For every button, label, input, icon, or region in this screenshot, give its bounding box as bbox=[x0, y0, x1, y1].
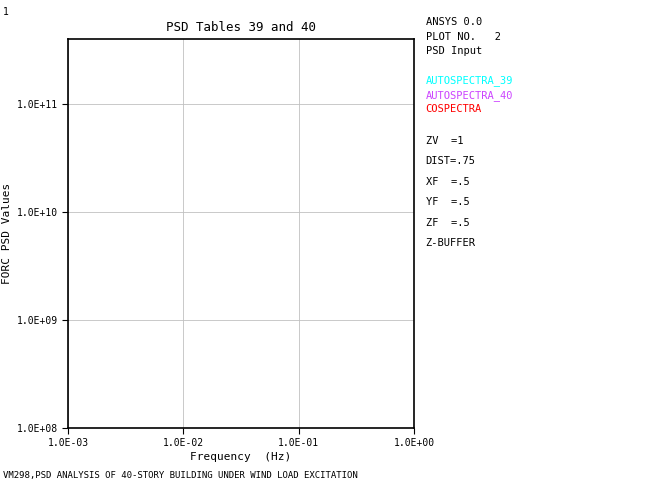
Text: YF  =.5: YF =.5 bbox=[426, 197, 470, 208]
Text: AUTOSPECTRA_39: AUTOSPECTRA_39 bbox=[426, 75, 513, 86]
Y-axis label: FORC PSD Values: FORC PSD Values bbox=[2, 183, 12, 284]
Text: ANSYS 0.0: ANSYS 0.0 bbox=[426, 17, 482, 27]
Title: PSD Tables 39 and 40: PSD Tables 39 and 40 bbox=[166, 20, 316, 34]
Text: XF  =.5: XF =.5 bbox=[426, 177, 470, 187]
Text: ZF  =.5: ZF =.5 bbox=[426, 218, 470, 228]
Text: PSD Input: PSD Input bbox=[426, 46, 482, 56]
Text: ZV  =1: ZV =1 bbox=[426, 136, 463, 146]
Text: 1: 1 bbox=[3, 7, 9, 17]
X-axis label: Frequency  (Hz): Frequency (Hz) bbox=[190, 452, 292, 462]
Text: AUTOSPECTRA_40: AUTOSPECTRA_40 bbox=[426, 90, 513, 101]
Text: PLOT NO.   2: PLOT NO. 2 bbox=[426, 32, 501, 42]
Text: COSPECTRA: COSPECTRA bbox=[426, 104, 482, 115]
Text: DIST=.75: DIST=.75 bbox=[426, 156, 476, 167]
Text: Z-BUFFER: Z-BUFFER bbox=[426, 238, 476, 248]
Text: VM298,PSD ANALYSIS OF 40-STORY BUILDING UNDER WIND LOAD EXCITATION: VM298,PSD ANALYSIS OF 40-STORY BUILDING … bbox=[3, 471, 358, 480]
